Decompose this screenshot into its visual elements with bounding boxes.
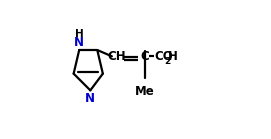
Text: Me: Me [135,85,154,98]
Text: N: N [74,36,84,49]
Text: H: H [167,50,178,63]
Text: H: H [75,29,83,39]
Text: N: N [85,92,95,105]
Text: CO: CO [155,50,173,63]
Text: CH: CH [107,50,126,63]
Text: C: C [140,50,149,63]
Text: 2: 2 [165,57,171,66]
